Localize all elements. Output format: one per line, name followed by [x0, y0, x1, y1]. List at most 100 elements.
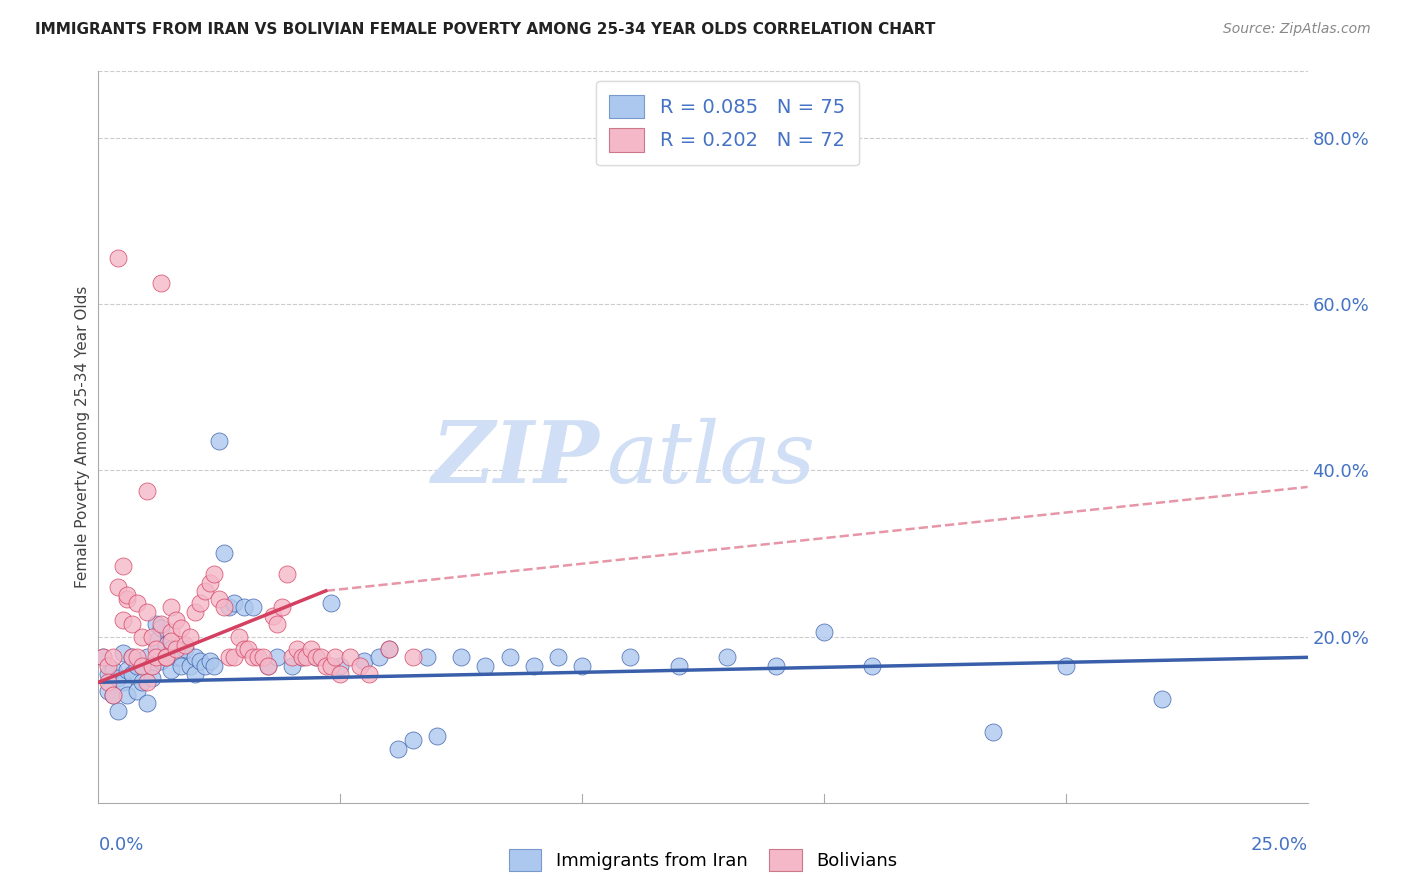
Point: [155, 650, 177, 665]
Point: [281, 658, 304, 673]
Point: [305, 650, 328, 665]
Point: [131, 658, 153, 673]
Point: [127, 683, 149, 698]
Point: [765, 658, 787, 673]
Point: [165, 650, 187, 665]
Point: [198, 655, 221, 669]
Point: [204, 658, 226, 673]
Point: [299, 642, 322, 657]
Point: [860, 658, 883, 673]
Point: [232, 600, 254, 615]
Point: [107, 580, 129, 594]
Point: [319, 658, 342, 673]
Point: [368, 650, 391, 665]
Point: [619, 650, 641, 665]
Point: [309, 650, 332, 665]
Text: ZIP: ZIP: [433, 417, 600, 500]
Point: [117, 588, 139, 602]
Point: [145, 650, 167, 665]
Point: [668, 658, 690, 673]
Point: [256, 658, 278, 673]
Point: [165, 613, 187, 627]
Point: [232, 642, 254, 657]
Point: [169, 621, 191, 635]
Point: [402, 733, 425, 747]
Point: [91, 650, 114, 665]
Point: [150, 621, 173, 635]
Point: [121, 650, 143, 665]
Point: [450, 650, 472, 665]
Point: [359, 667, 381, 681]
Point: [145, 633, 167, 648]
Point: [155, 650, 177, 665]
Point: [135, 605, 157, 619]
Point: [353, 655, 375, 669]
Point: [107, 671, 129, 685]
Point: [131, 658, 153, 673]
Point: [204, 567, 226, 582]
Point: [141, 671, 163, 685]
Point: [111, 646, 134, 660]
Point: [101, 688, 124, 702]
Point: [474, 658, 496, 673]
Point: [111, 558, 134, 573]
Point: [141, 630, 163, 644]
Text: 0.0%: 0.0%: [98, 836, 143, 854]
Point: [121, 667, 143, 681]
Point: [222, 596, 245, 610]
Point: [266, 650, 288, 665]
Point: [174, 638, 197, 652]
Point: [141, 658, 163, 673]
Point: [238, 642, 260, 657]
Point: [160, 625, 183, 640]
Point: [127, 650, 149, 665]
Text: atlas: atlas: [606, 417, 815, 500]
Point: [218, 600, 240, 615]
Point: [97, 658, 120, 673]
Point: [155, 650, 177, 665]
Point: [184, 650, 207, 665]
Point: [547, 650, 569, 665]
Point: [208, 434, 231, 449]
Point: [1054, 658, 1077, 673]
Point: [315, 658, 337, 673]
Point: [184, 605, 207, 619]
Point: [290, 650, 312, 665]
Point: [194, 658, 217, 673]
Point: [179, 658, 201, 673]
Point: [305, 650, 328, 665]
Point: [285, 642, 308, 657]
Point: [150, 655, 173, 669]
Point: [498, 650, 520, 665]
Text: Source: ZipAtlas.com: Source: ZipAtlas.com: [1223, 22, 1371, 37]
Point: [101, 688, 124, 702]
Point: [329, 667, 352, 681]
Point: [339, 650, 361, 665]
Point: [295, 650, 318, 665]
Point: [329, 658, 352, 673]
Point: [252, 650, 274, 665]
Point: [117, 688, 139, 702]
Text: 25.0%: 25.0%: [1250, 836, 1308, 854]
Point: [319, 596, 342, 610]
Point: [174, 642, 197, 657]
Point: [571, 658, 593, 673]
Point: [194, 583, 217, 598]
Point: [208, 592, 231, 607]
Point: [169, 658, 191, 673]
Point: [141, 658, 163, 673]
Point: [160, 633, 183, 648]
Point: [101, 650, 124, 665]
Point: [716, 650, 738, 665]
Point: [150, 277, 173, 291]
Point: [271, 600, 294, 615]
Point: [813, 625, 835, 640]
Point: [276, 567, 298, 582]
Point: [222, 650, 245, 665]
Point: [290, 650, 312, 665]
Point: [135, 696, 157, 710]
Point: [121, 650, 143, 665]
Point: [111, 675, 134, 690]
Point: [150, 617, 173, 632]
Point: [218, 650, 240, 665]
